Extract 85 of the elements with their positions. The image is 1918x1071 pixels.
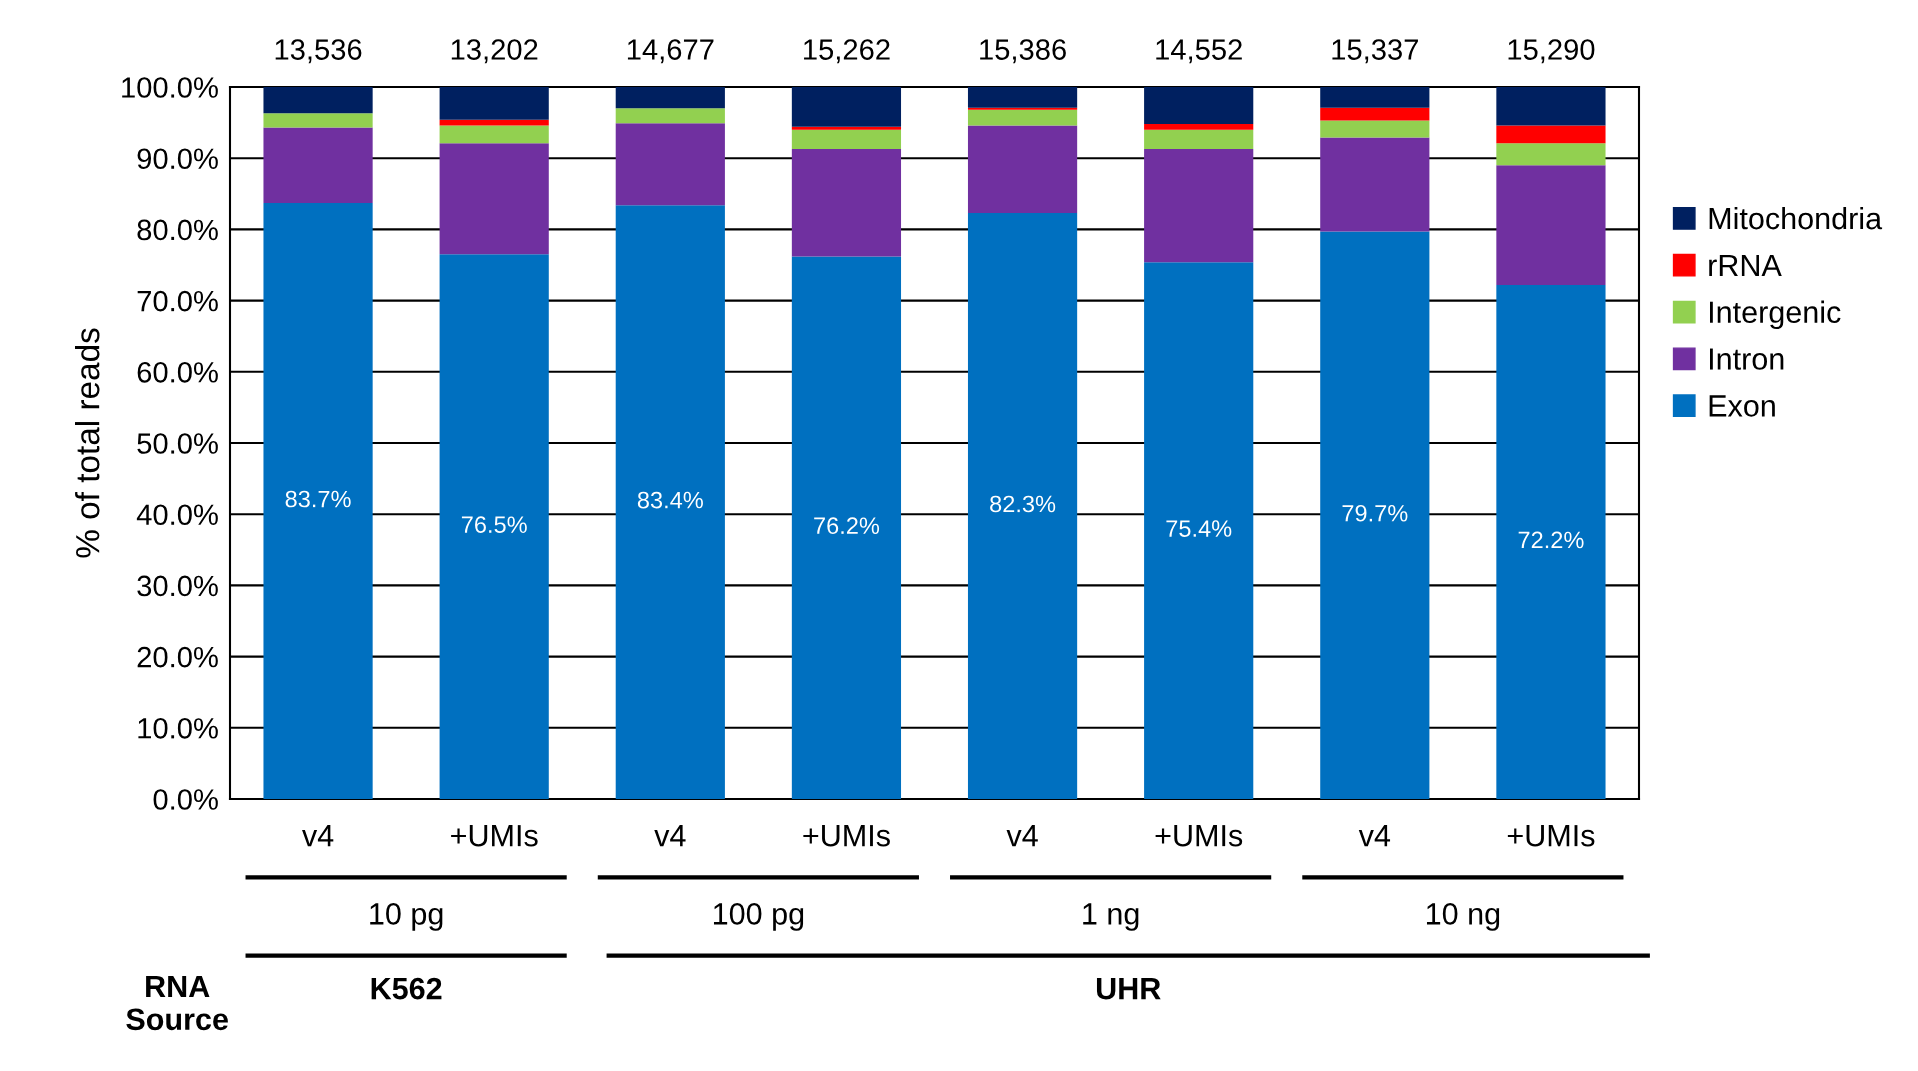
bar: [615, 108, 725, 124]
bar: [1496, 165, 1606, 285]
data-label: 83.4%: [637, 491, 703, 509]
legend-label: Exon: [1709, 395, 1775, 417]
bar: [967, 87, 1078, 108]
data-label: 83.7%: [285, 490, 351, 508]
text: 15,290: [1508, 39, 1595, 64]
y-tick-label: 20.0%: [137, 646, 218, 668]
bar: [1320, 87, 1430, 108]
x-tick-label: +UMIs: [451, 825, 538, 847]
x-tick-label: v4: [1358, 825, 1391, 847]
bar: [1144, 124, 1254, 130]
bar: [1496, 87, 1606, 126]
text: 15,262: [804, 39, 890, 64]
bar: [1320, 107, 1430, 121]
text: UHR: [1096, 978, 1161, 1000]
bar: [1496, 125, 1606, 144]
text: RNA Source: [126, 975, 228, 1031]
bar: [967, 109, 1078, 126]
legend-label: rRNA: [1709, 254, 1782, 276]
bar: [791, 87, 902, 127]
text: 15,337: [1332, 39, 1418, 64]
bar: [1320, 137, 1430, 232]
data-label: 76.2%: [814, 517, 880, 535]
bar: [439, 125, 549, 144]
bar: [1496, 284, 1606, 799]
y-tick-label: 100.0%: [122, 77, 218, 98]
y-tick-label: 10.0%: [138, 718, 218, 739]
y-axis-title: % of total reads: [75, 328, 100, 558]
data-label: 72.2%: [1518, 531, 1584, 549]
data-label: 79.7%: [1342, 504, 1408, 522]
x-tick-label: +UMIs: [1155, 825, 1243, 847]
bar: [1320, 231, 1430, 799]
legend-label: Mitochondria: [1709, 206, 1883, 230]
bar: [1144, 87, 1254, 125]
bar: [615, 87, 725, 109]
y-tick-label: 70.0%: [137, 290, 218, 312]
y-tick-label: 0.0%: [153, 789, 218, 810]
text: 1 ng: [1083, 903, 1139, 931]
x-tick-label: v4: [1006, 825, 1038, 847]
data-label: 75.4%: [1166, 520, 1232, 537]
text: 13,536: [275, 39, 362, 64]
y-tick-label: 40.0%: [136, 504, 218, 526]
bar: [439, 87, 549, 120]
bar: [263, 113, 373, 128]
text: 15,386: [980, 39, 1066, 64]
text: 14,677: [627, 39, 714, 64]
y-tick-label: 30.0%: [137, 575, 218, 597]
legend-label: Intergenic: [1709, 300, 1841, 330]
bar: [791, 126, 902, 130]
text: 14,552: [1156, 39, 1242, 64]
y-tick-label: 50.0%: [137, 433, 218, 454]
y-tick-label: 60.0%: [137, 362, 218, 383]
y-tick-label: 80.0%: [137, 219, 218, 241]
bar: [967, 125, 1078, 214]
bar: [967, 213, 1078, 799]
data-label: 82.3%: [990, 495, 1056, 513]
data-label: 76.5%: [461, 516, 527, 533]
bar: [439, 143, 549, 255]
bar: [439, 254, 549, 799]
text: 10 ng: [1426, 903, 1500, 931]
bar: [263, 127, 373, 204]
bar: [1144, 262, 1254, 799]
legend-label: Intron: [1709, 348, 1784, 370]
x-tick-label: +UMIs: [803, 825, 890, 847]
bar: [791, 129, 902, 149]
bar: [791, 148, 902, 257]
bar: [791, 256, 902, 799]
x-tick-label: v4: [302, 825, 334, 847]
y-tick-label: 90.0%: [137, 148, 218, 170]
x-tick-label: v4: [654, 825, 686, 847]
text: K562: [371, 977, 442, 1000]
x-tick-label: +UMIs: [1507, 825, 1595, 847]
text: 10 pg: [370, 903, 443, 931]
bar: [1144, 129, 1254, 149]
bar: [615, 205, 725, 799]
bar: [1320, 120, 1430, 138]
bar: [967, 107, 1078, 110]
bar: [263, 203, 373, 799]
bar: [1144, 148, 1254, 263]
text: 13,202: [451, 39, 538, 64]
bar: [263, 87, 373, 114]
text: 100 pg: [713, 903, 804, 931]
bar: [615, 123, 725, 206]
bar: [1496, 143, 1606, 166]
